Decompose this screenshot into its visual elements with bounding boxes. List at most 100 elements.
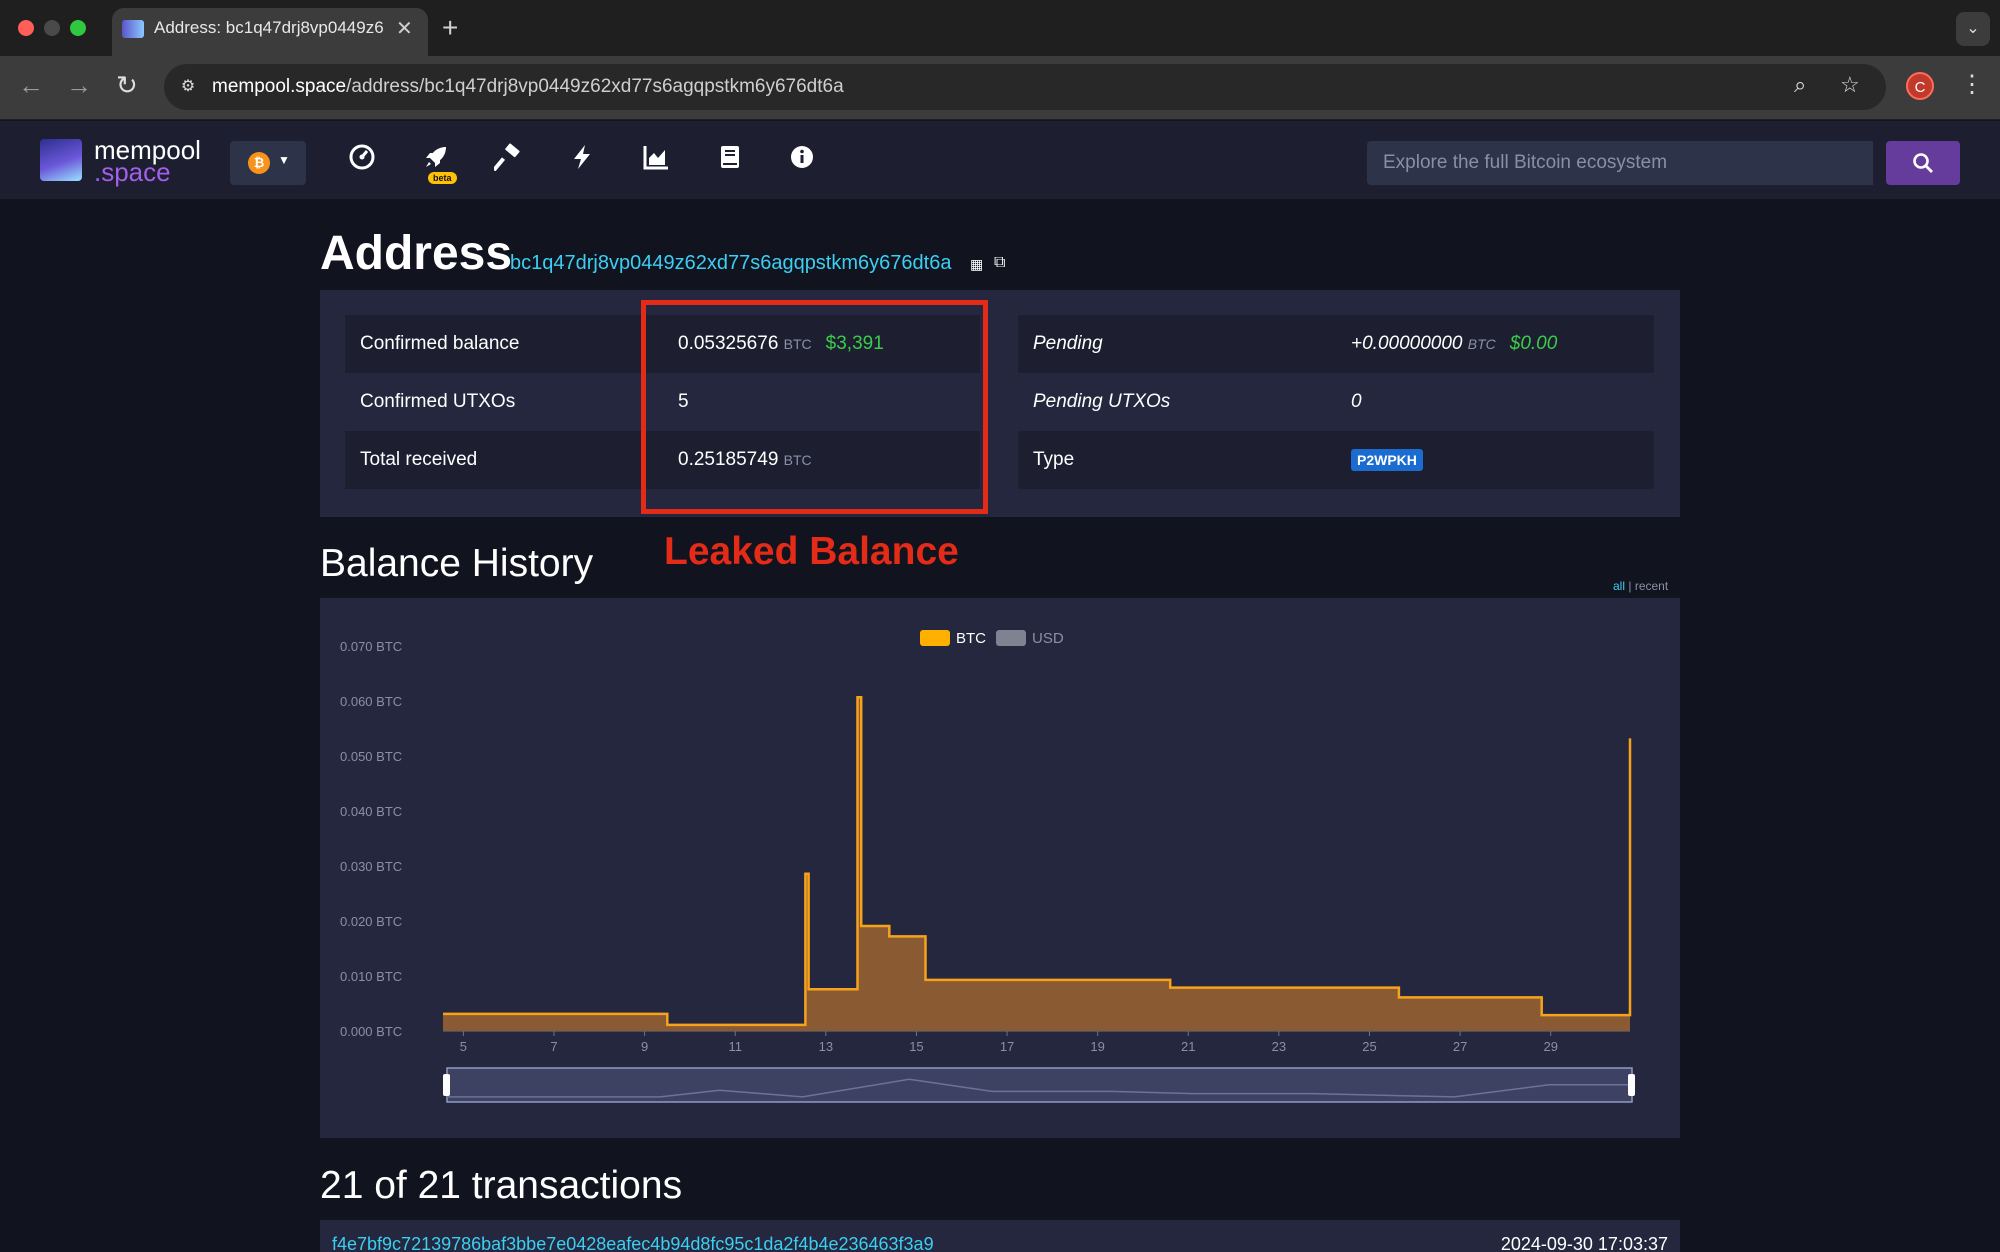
reload-icon[interactable]: ↻ bbox=[116, 70, 138, 100]
navigator-left-handle[interactable] bbox=[443, 1074, 450, 1096]
docs-icon[interactable] bbox=[714, 143, 746, 175]
navigator-right-handle[interactable] bbox=[1628, 1074, 1635, 1096]
pending-usd: $0.00 bbox=[1509, 333, 1558, 354]
x-tick-label: 19 bbox=[1090, 1039, 1104, 1054]
tab-search-chevron-icon[interactable]: ⌄ bbox=[1956, 12, 1990, 46]
x-tick-label: 17 bbox=[1000, 1039, 1014, 1054]
navigator-preview-line bbox=[447, 1078, 1632, 1098]
transaction-timestamp: 2024-09-30 17:03:37 bbox=[1500, 1234, 1668, 1252]
x-tick-label: 11 bbox=[728, 1039, 742, 1054]
rocket-icon[interactable] bbox=[420, 143, 452, 175]
confirmed-utxos-label: Confirmed UTXOs bbox=[360, 391, 516, 412]
url-host: mempool.space bbox=[212, 76, 347, 97]
beta-badge: beta bbox=[428, 172, 457, 184]
confirmed-balance-value: 0.05325676 BTC $3,391 bbox=[678, 315, 884, 373]
pending-value: +0.00000000 BTC $0.00 bbox=[1351, 315, 1557, 373]
network-selector[interactable]: ₿ ▼ bbox=[230, 141, 306, 185]
about-icon[interactable] bbox=[786, 143, 818, 175]
address-link[interactable]: bc1q47drj8vp0449z62xd77s6agqpstkm6y676dt… bbox=[510, 252, 952, 274]
total-received-label: Total received bbox=[360, 449, 478, 470]
leaked-balance-highlight bbox=[641, 300, 988, 514]
dashboard-icon[interactable] bbox=[346, 143, 378, 175]
search-input[interactable] bbox=[1367, 141, 1873, 185]
balance-chart-svg: 0.000 BTC 0.010 BTC 0.020 BTC 0.030 BTC 0.04… bbox=[340, 630, 1635, 1103]
x-tick-label: 29 bbox=[1543, 1039, 1557, 1054]
pending-utxos-row: Pending UTXOs 0 bbox=[1018, 373, 1654, 431]
close-tab-icon[interactable]: ✕ bbox=[396, 18, 413, 40]
x-tick-label: 7 bbox=[550, 1039, 557, 1054]
zoom-icon[interactable]: ⌕ bbox=[1794, 72, 1807, 97]
browser-toolbar: ← → ↻ ⚙ mempool.space/address/bc1q47drj8… bbox=[0, 56, 2000, 120]
btc-unit: BTC bbox=[1467, 336, 1496, 352]
transaction-hash-link[interactable]: f4e7bf9c72139786baf3bbe7e0428eafec4b94d8… bbox=[332, 1234, 934, 1252]
pending-utxos-label: Pending UTXOs bbox=[1033, 391, 1171, 412]
y-tick-label: 0.060 BTC bbox=[340, 694, 402, 709]
y-tick-label: 0.000 BTC bbox=[340, 1024, 402, 1039]
legend-label-btc: BTC bbox=[956, 630, 986, 647]
browser-menu-icon[interactable]: ⋮ bbox=[1960, 71, 1984, 98]
forward-arrow-icon[interactable]: → bbox=[66, 70, 92, 100]
pending-btc: +0.00000000 bbox=[1351, 333, 1463, 354]
y-tick-label: 0.040 BTC bbox=[340, 804, 402, 819]
confirmed-balance-label: Confirmed balance bbox=[360, 333, 520, 354]
hammer-icon[interactable] bbox=[492, 143, 524, 175]
y-tick-label: 0.070 BTC bbox=[340, 639, 402, 654]
y-tick-label: 0.030 BTC bbox=[340, 859, 402, 874]
x-tick-label: 5 bbox=[460, 1039, 467, 1054]
back-arrow-icon[interactable]: ← bbox=[18, 70, 44, 100]
page-title: Address bbox=[320, 227, 513, 280]
lightning-icon[interactable] bbox=[566, 143, 598, 175]
type-label: Type bbox=[1033, 449, 1075, 470]
search-button[interactable] bbox=[1886, 141, 1960, 185]
pending-row: Pending +0.00000000 BTC $0.00 bbox=[1018, 315, 1654, 373]
url-text[interactable]: mempool.space/address/bc1q47drj8vp0449z6… bbox=[212, 76, 844, 98]
site-settings-icon[interactable]: ⚙ bbox=[180, 78, 196, 95]
url-path: /address/bc1q47drj8vp0449z62xd77s6agqpst… bbox=[346, 76, 844, 97]
browser-tab[interactable] bbox=[112, 8, 428, 56]
btc-unit: BTC bbox=[783, 336, 812, 352]
x-tick-label: 27 bbox=[1453, 1039, 1467, 1054]
qr-code-icon[interactable]: ▦ bbox=[970, 256, 984, 272]
caret-down-icon: ▼ bbox=[278, 153, 290, 167]
range-separator: | bbox=[1628, 579, 1632, 593]
confirmed-balance-btc: 0.05325676 bbox=[678, 333, 779, 354]
close-window-button[interactable] bbox=[18, 20, 34, 36]
range-recent-link[interactable]: recent bbox=[1634, 579, 1669, 593]
type-row: Type P2WPKH bbox=[1018, 431, 1654, 489]
address-bar[interactable]: ⚙ mempool.space/address/bc1q47drj8vp0449… bbox=[164, 64, 1886, 110]
new-tab-icon[interactable]: + bbox=[442, 12, 459, 43]
x-tick-label: 25 bbox=[1362, 1039, 1376, 1054]
btc-unit: BTC bbox=[783, 452, 812, 468]
x-tick-label: 21 bbox=[1181, 1039, 1195, 1054]
logo-subtext[interactable]: .space bbox=[94, 157, 171, 187]
mempool-favicon-icon bbox=[122, 20, 144, 38]
total-received-btc: 0.25185749 bbox=[678, 449, 779, 470]
range-toggle: all | recent bbox=[1613, 579, 1668, 593]
minimize-window-button[interactable] bbox=[44, 20, 60, 36]
graphs-icon[interactable] bbox=[640, 143, 672, 175]
confirmed-utxos-row: Confirmed UTXOs 5 bbox=[345, 373, 980, 431]
transactions-title: 21 of 21 transactions bbox=[320, 1164, 683, 1207]
tab-title: Address: bc1q47drj8vp0449z62xd77s6agqpst… bbox=[154, 18, 384, 37]
btc-series-line bbox=[443, 695, 1632, 1027]
confirmed-balance-row: Confirmed balance 0.05325676 BTC $3,391 bbox=[345, 315, 980, 373]
transaction-row: f4e7bf9c72139786baf3bbe7e0428eafec4b94d8… bbox=[320, 1220, 1680, 1252]
pending-label: Pending bbox=[1033, 333, 1103, 354]
type-value: P2WPKH bbox=[1351, 431, 1423, 489]
x-tick-label: 15 bbox=[909, 1039, 923, 1054]
logo-text[interactable]: mempool bbox=[94, 135, 201, 165]
range-all-link[interactable]: all bbox=[1613, 579, 1626, 593]
balance-history-title: Balance History bbox=[320, 542, 594, 585]
bookmark-star-icon[interactable]: ☆ bbox=[1840, 72, 1860, 97]
zoom-window-button[interactable] bbox=[70, 20, 86, 36]
mempool-logo-icon[interactable] bbox=[40, 139, 82, 181]
balance-history-chart: 0.000 BTC 0.010 BTC 0.020 BTC 0.030 BTC 0.04… bbox=[320, 598, 1680, 1138]
bitcoin-icon: ₿ bbox=[248, 152, 270, 174]
y-tick-label: 0.010 BTC bbox=[340, 969, 402, 984]
copy-icon[interactable]: ⧉ bbox=[994, 254, 1006, 271]
profile-avatar[interactable]: C bbox=[1906, 72, 1934, 100]
y-tick-label: 0.050 BTC bbox=[340, 749, 402, 764]
pending-utxos-value: 0 bbox=[1351, 391, 1362, 412]
site-header: mempool .space ₿ ▼ beta bbox=[0, 121, 2000, 199]
type-badge: P2WPKH bbox=[1351, 449, 1423, 471]
